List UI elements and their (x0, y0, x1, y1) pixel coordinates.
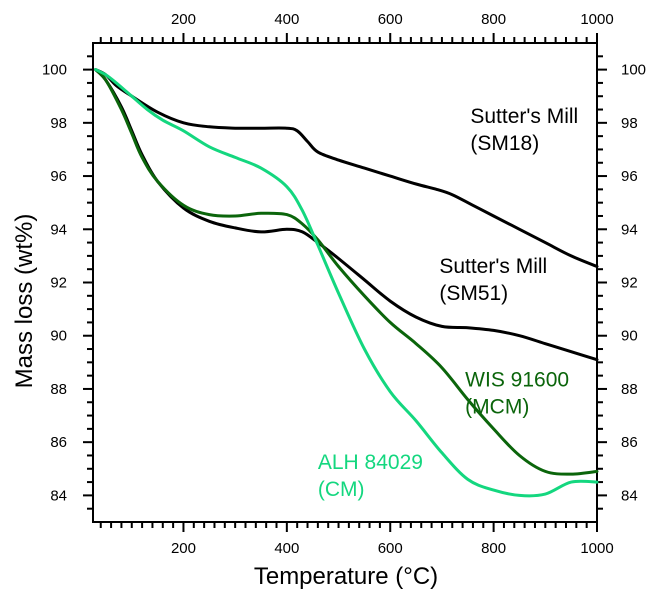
y-tick-label-right: 86 (621, 434, 638, 451)
series-annotation: Sutter's Mill (439, 255, 547, 278)
y-tick-label: 86 (50, 434, 67, 451)
x-tick-label: 1000 (580, 540, 613, 557)
series-line-2 (94, 68, 599, 476)
y-tick-label: 92 (50, 275, 67, 292)
y-tick-label: 90 (50, 328, 67, 345)
y-tick-label-right: 98 (621, 115, 638, 132)
x-tick-label-top: 1000 (580, 11, 613, 28)
y-tick-label-right: 90 (621, 328, 638, 345)
series-annotation: Sutter's Mill (470, 105, 578, 128)
x-tick-label-top: 200 (171, 11, 196, 28)
series-annotation: (SM51) (439, 282, 508, 305)
series-annotation: (CM) (318, 478, 365, 501)
y-tick-label-right: 96 (621, 168, 638, 185)
x-tick-label: 600 (378, 540, 403, 557)
x-tick-label: 400 (274, 540, 299, 557)
y-tick-label-right: 94 (621, 221, 638, 238)
series-line-0 (94, 68, 599, 268)
y-tick-label-right: 92 (621, 275, 638, 292)
series-annotation: (SM18) (470, 132, 539, 155)
y-tick-label-right: 100 (621, 62, 646, 79)
y-tick-label-right: 88 (621, 381, 638, 398)
x-axis-title: Temperature (°C) (254, 563, 438, 590)
series-annotation: ALH 84029 (318, 451, 423, 474)
y-tick-label-right: 84 (621, 487, 638, 504)
y-tick-label: 100 (42, 62, 67, 79)
series-annotation: WIS 91600 (465, 368, 569, 391)
y-tick-label: 96 (50, 168, 67, 185)
x-tick-label: 200 (171, 540, 196, 557)
y-tick-label: 88 (50, 381, 67, 398)
y-tick-label: 98 (50, 115, 67, 132)
y-axis-title: Mass loss (wt%) (11, 214, 38, 389)
x-tick-label-top: 800 (481, 11, 506, 28)
y-tick-label: 94 (50, 221, 67, 238)
x-tick-label-top: 600 (378, 11, 403, 28)
x-tick-label: 800 (481, 540, 506, 557)
y-tick-label: 84 (50, 487, 67, 504)
series-annotation: (MCM) (465, 395, 529, 418)
x-tick-label-top: 400 (274, 11, 299, 28)
series-line-3 (94, 68, 599, 498)
